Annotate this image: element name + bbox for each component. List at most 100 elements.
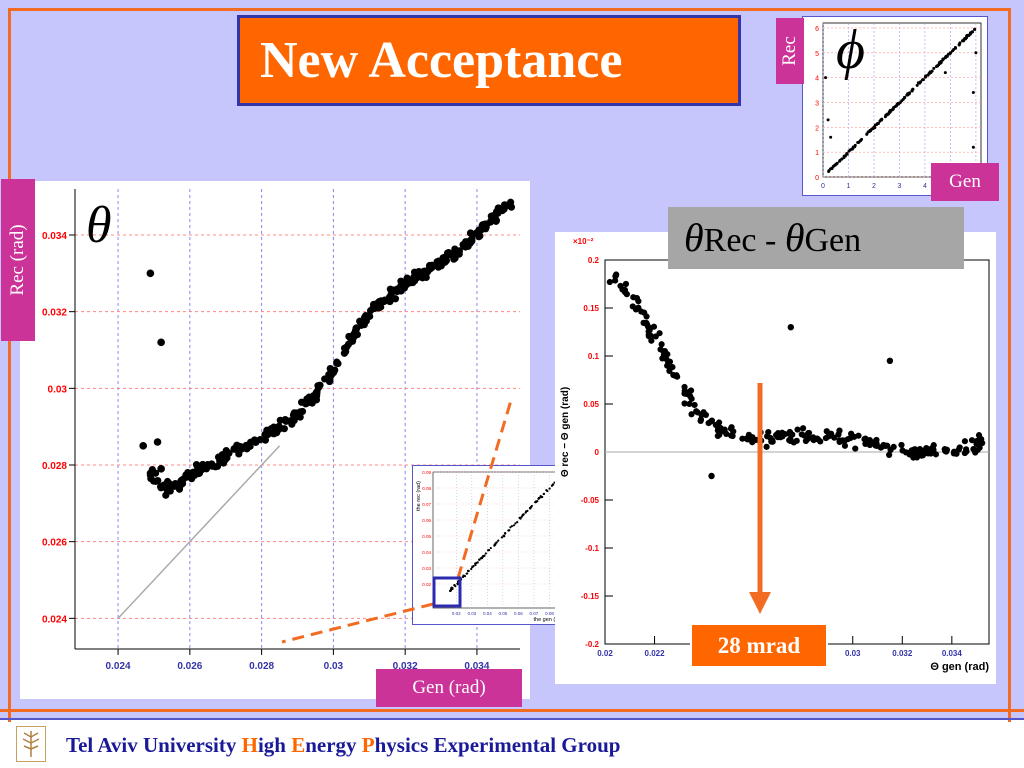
data-point <box>787 436 794 443</box>
data-point <box>390 286 398 294</box>
data-point <box>208 460 216 468</box>
data-point <box>688 395 695 402</box>
data-point <box>681 400 688 407</box>
data-point <box>528 506 532 510</box>
x-tick-label: 0.07 <box>530 611 539 616</box>
data-point <box>548 487 551 490</box>
diff-chart-panel: 0.020.0220.0240.0260.0280.030.0320.0340.… <box>555 232 996 684</box>
data-point <box>914 452 922 460</box>
y-tick-label: 3 <box>815 100 819 107</box>
data-point <box>941 57 945 61</box>
data-point <box>852 145 856 149</box>
data-point <box>850 147 854 151</box>
data-point <box>242 441 250 449</box>
inset-scatter-chart: 0.02 0.03 0.04 0.05 0.06 0.07 0.08 0.09 0.02 0.03… <box>416 470 570 623</box>
x-tick-label: 0.034 <box>942 649 963 658</box>
data-point <box>629 303 636 310</box>
data-point <box>270 423 278 431</box>
data-point <box>831 434 838 441</box>
data-point <box>835 161 839 165</box>
data-point <box>833 163 837 167</box>
outlier-point <box>829 135 833 139</box>
reference-line <box>117 445 281 619</box>
data-point <box>978 436 985 443</box>
data-point <box>546 489 549 493</box>
data-point <box>915 83 919 87</box>
data-point <box>810 434 817 441</box>
data-point <box>876 121 880 125</box>
x-tick-label: 3 <box>897 183 901 190</box>
data-point <box>944 55 948 59</box>
data-point <box>369 300 378 309</box>
data-point <box>481 555 485 558</box>
y-tick-label: 0.05 <box>583 400 599 409</box>
y-tick-label: 0.02 <box>422 582 431 587</box>
data-point <box>855 432 862 439</box>
x-tick-label: 0.08 <box>545 611 554 616</box>
data-point <box>707 418 714 425</box>
data-point <box>450 586 453 589</box>
data-point <box>273 429 281 437</box>
data-point <box>967 33 971 37</box>
data-point <box>360 321 368 329</box>
scale-note: ×10⁻² <box>573 237 594 246</box>
data-point <box>542 492 545 496</box>
data-point <box>890 443 897 450</box>
data-point <box>752 436 760 444</box>
data-point <box>898 441 905 449</box>
data-point <box>716 431 723 438</box>
data-point <box>880 117 884 121</box>
data-point <box>507 529 510 532</box>
data-point <box>786 428 793 436</box>
y-tick-label: 0.09 <box>422 470 431 475</box>
data-point <box>688 411 695 418</box>
data-point <box>476 561 479 564</box>
y-tick-label: -0.2 <box>585 640 599 649</box>
y-tick-label: 0.06 <box>422 518 431 523</box>
data-point <box>652 333 659 340</box>
data-point <box>883 115 887 119</box>
data-point <box>768 438 775 445</box>
data-point <box>458 578 461 582</box>
data-point <box>512 524 516 527</box>
data-point <box>885 112 889 116</box>
data-point <box>516 521 519 524</box>
x-tick-label: 0.04 <box>483 611 492 616</box>
data-point <box>865 132 869 136</box>
data-point <box>921 78 925 82</box>
slide-title: New Acceptance <box>237 15 741 106</box>
data-point <box>297 398 306 406</box>
data-point <box>462 574 465 577</box>
data-point <box>764 433 771 440</box>
data-point <box>897 102 901 106</box>
data-point <box>454 584 457 588</box>
data-point <box>221 451 229 459</box>
x-tick-label: 0.03 <box>324 661 344 672</box>
outlier-point <box>708 472 715 480</box>
data-point <box>263 431 271 439</box>
data-point <box>621 286 628 294</box>
data-point <box>957 43 961 47</box>
frame-top <box>8 8 1011 11</box>
data-point <box>882 442 890 449</box>
data-point <box>154 476 162 485</box>
x-tick-label: 0.026 <box>177 661 202 672</box>
data-point <box>887 110 891 114</box>
diff-label: θRec - θGen <box>668 207 964 269</box>
data-point <box>304 396 312 404</box>
data-point <box>340 349 349 357</box>
theta-chart-panel: 0.024 0.026 0.028 0.03 0.032 0.034 0.024 0.026 0… <box>20 181 530 699</box>
y-tick-label: 4 <box>815 76 819 83</box>
data-point <box>455 247 464 255</box>
data-point <box>298 407 307 416</box>
data-point <box>635 298 642 305</box>
gen-tag: Gen <box>931 163 999 201</box>
data-point <box>686 388 693 395</box>
data-point <box>843 154 847 158</box>
data-point <box>899 447 906 454</box>
data-point <box>449 589 452 592</box>
phi-scatter-chart: 01234560123456 <box>815 22 982 190</box>
outlier-point <box>139 442 147 450</box>
data-point <box>313 391 321 399</box>
data-point <box>418 271 426 279</box>
